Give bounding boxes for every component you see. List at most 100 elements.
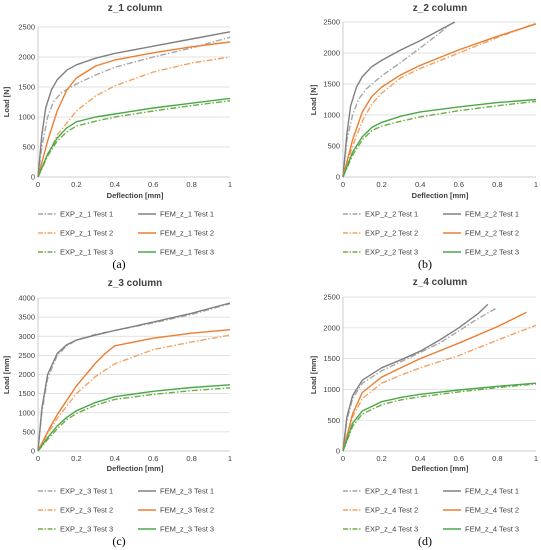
y-tick-label: 2000 xyxy=(18,53,35,62)
legend-label: EXP_z_2 Test 3 xyxy=(365,248,418,257)
series-line-2 xyxy=(37,302,231,452)
y-tick-label: 2500 xyxy=(18,23,35,32)
series-line-6 xyxy=(37,97,231,178)
y-tick-label: 1000 xyxy=(18,113,35,122)
x-tick-label: 1 xyxy=(534,180,538,189)
series-line-6 xyxy=(37,384,231,452)
y-axis-label: Load [mm] xyxy=(309,355,318,394)
legend-label: EXP_z_4 Test 1 xyxy=(365,487,418,496)
legend-label: FEM_z_3 Test 1 xyxy=(160,487,214,496)
legend-item: FEM_z_1 Test 2 xyxy=(138,229,214,238)
series-line-2 xyxy=(37,31,231,178)
series-line-4 xyxy=(37,41,231,178)
panel-label: (d) xyxy=(418,534,432,548)
series-line-2 xyxy=(342,303,489,452)
legend-item: EXP_z_2 Test 2 xyxy=(343,229,418,238)
series-line-3 xyxy=(342,22,537,178)
legend-label: EXP_z_1 Test 2 xyxy=(60,229,113,238)
y-tick-label: 2000 xyxy=(323,323,340,332)
legend-item: FEM_z_3 Test 1 xyxy=(138,487,214,496)
y-tick-label: 1000 xyxy=(323,111,340,120)
legend-item: FEM_z_2 Test 1 xyxy=(443,210,519,219)
y-tick-label: 500 xyxy=(22,427,35,436)
y-tick-label: 0 xyxy=(336,447,340,456)
y-tick-label: 2000 xyxy=(18,370,35,379)
legend-label: EXP_z_1 Test 3 xyxy=(60,248,113,257)
legend-item: FEM_z_4 Test 1 xyxy=(443,487,519,496)
y-axis-label: Load [mm] xyxy=(2,355,11,394)
y-tick-label: 0 xyxy=(31,447,35,456)
chart-title: z_1 column xyxy=(108,3,162,14)
x-tick-label: 0.6 xyxy=(454,180,464,189)
legend-item: EXP_z_4 Test 1 xyxy=(343,487,418,496)
legend-label: EXP_z_2 Test 1 xyxy=(365,210,418,219)
x-tick-label: 0.6 xyxy=(148,180,158,189)
legend-item: EXP_z_1 Test 2 xyxy=(38,229,113,238)
x-tick-label: 0.6 xyxy=(148,454,158,463)
series-line-4 xyxy=(37,329,231,452)
legend-label: FEM_z_3 Test 2 xyxy=(160,506,214,515)
x-axis-label: Deflection [mm] xyxy=(412,191,469,200)
legend-label: EXP_z_1 Test 1 xyxy=(60,210,113,219)
y-tick-label: 0 xyxy=(31,173,35,182)
legend-item: EXP_z_1 Test 3 xyxy=(38,248,113,257)
legend-item: FEM_z_3 Test 3 xyxy=(138,525,214,534)
legend-label: EXP_z_4 Test 2 xyxy=(365,506,418,515)
series-line-4 xyxy=(342,311,527,452)
x-tick-label: 0.8 xyxy=(186,454,196,463)
legend-item: EXP_z_2 Test 3 xyxy=(343,248,418,257)
legend-item: EXP_z_4 Test 3 xyxy=(343,525,418,534)
x-tick-label: 0 xyxy=(341,180,345,189)
legend-item: FEM_z_4 Test 3 xyxy=(443,525,519,534)
x-axis-label: Deflection [mm] xyxy=(412,464,469,473)
y-tick-label: 4000 xyxy=(18,294,35,303)
legend-item: FEM_z_2 Test 2 xyxy=(443,229,519,238)
legend-label: FEM_z_4 Test 1 xyxy=(465,487,519,496)
x-axis-label: Deflection [mm] xyxy=(107,464,164,473)
legend-label: FEM_z_2 Test 3 xyxy=(465,248,519,257)
y-tick-label: 1500 xyxy=(18,389,35,398)
series-line-5 xyxy=(37,100,231,178)
legend-item: FEM_z_4 Test 2 xyxy=(443,506,519,515)
y-tick-label: 1500 xyxy=(323,354,340,363)
legend-label: FEM_z_3 Test 3 xyxy=(160,525,214,534)
x-tick-label: 0.2 xyxy=(376,454,386,463)
legend-item: FEM_z_3 Test 2 xyxy=(138,506,214,515)
x-tick-label: 0.6 xyxy=(454,454,464,463)
y-tick-label: 500 xyxy=(22,143,35,152)
y-axis-label: Load [N] xyxy=(2,86,11,117)
legend-label: FEM_z_1 Test 1 xyxy=(160,210,214,219)
chart-panel-4: z_4 column 0 500 1000 1500 2000 2500 0 0.2 0.4 0.6… xyxy=(309,277,538,548)
series-line-6 xyxy=(342,382,537,452)
chart-title: z_3 column xyxy=(108,278,162,289)
legend-item: EXP_z_1 Test 1 xyxy=(38,210,113,219)
y-tick-label: 1500 xyxy=(18,83,35,92)
y-tick-label: 1000 xyxy=(323,385,340,394)
series-line-5 xyxy=(342,383,537,452)
x-tick-label: 0.2 xyxy=(71,180,81,189)
x-tick-label: 0.2 xyxy=(376,180,386,189)
x-tick-label: 0.2 xyxy=(71,454,81,463)
x-tick-label: 1 xyxy=(228,180,232,189)
y-tick-label: 3000 xyxy=(18,332,35,341)
y-tick-label: 1000 xyxy=(18,408,35,417)
x-tick-label: 0 xyxy=(36,454,40,463)
legend-label: EXP_z_3 Test 2 xyxy=(60,506,113,515)
x-tick-label: 0.4 xyxy=(415,180,425,189)
legend-item: FEM_z_1 Test 3 xyxy=(138,248,214,257)
legend-item: EXP_z_4 Test 2 xyxy=(343,506,418,515)
legend-label: FEM_z_2 Test 1 xyxy=(465,210,519,219)
legend-item: EXP_z_3 Test 3 xyxy=(38,525,113,534)
chart-title: z_4 column xyxy=(413,277,467,288)
legend-item: FEM_z_2 Test 3 xyxy=(443,248,519,257)
chart-panel-3: z_3 column 0 500 1000 1500 2000 2500 3000 3500 40… xyxy=(2,278,232,548)
x-tick-label: 0.8 xyxy=(492,454,502,463)
legend-item: EXP_z_3 Test 2 xyxy=(38,506,113,515)
legend-item: FEM_z_1 Test 1 xyxy=(138,210,214,219)
y-tick-label: 2500 xyxy=(323,293,340,302)
legend-label: EXP_z_3 Test 3 xyxy=(60,525,113,534)
legend-label: FEM_z_1 Test 2 xyxy=(160,229,214,238)
series-line-1 xyxy=(342,306,498,452)
y-tick-label: 2500 xyxy=(323,18,340,27)
